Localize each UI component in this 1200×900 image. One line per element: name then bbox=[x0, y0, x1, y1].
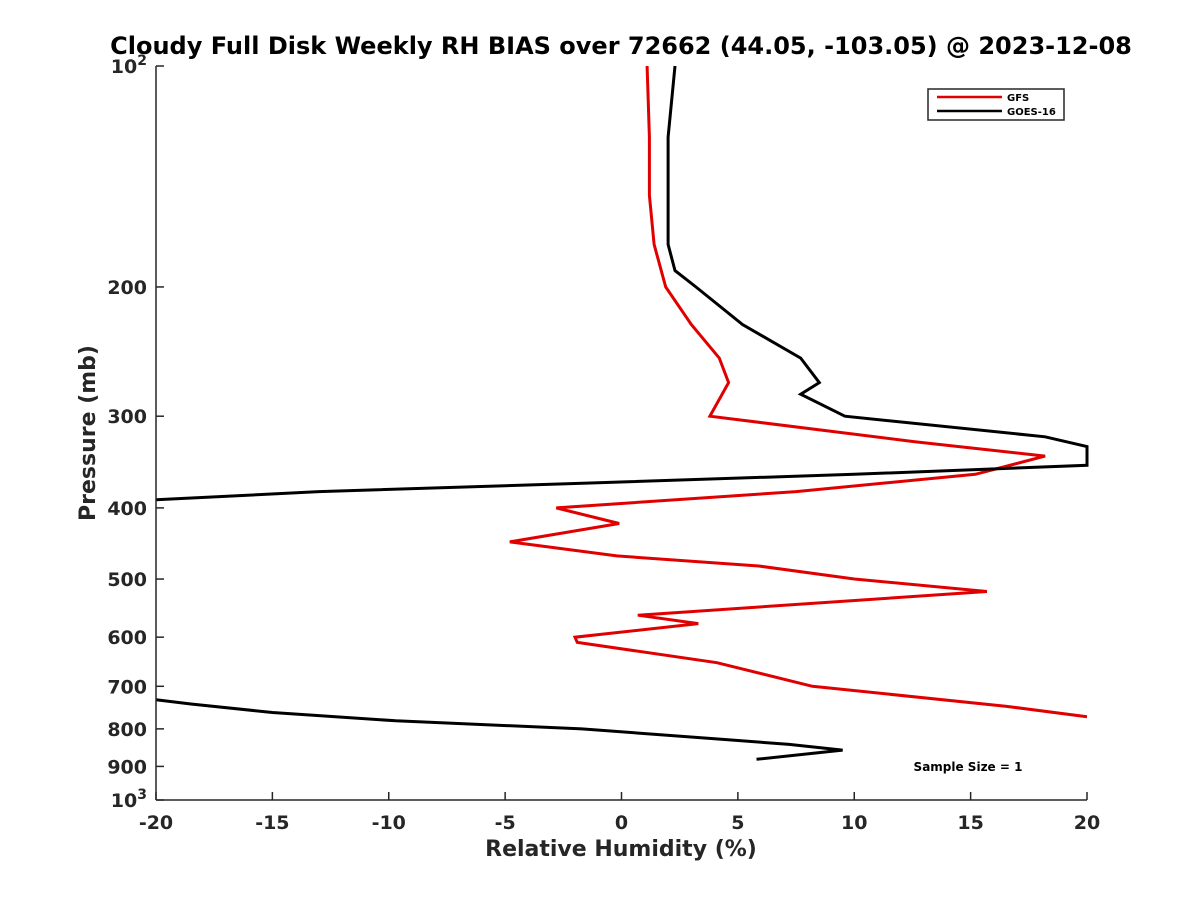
x-tick-label: -15 bbox=[255, 812, 289, 834]
x-tick-label: 0 bbox=[615, 812, 628, 834]
y-tick-label: 200 bbox=[107, 277, 147, 299]
x-tick-label: 5 bbox=[731, 812, 744, 834]
y-tick-label: 600 bbox=[107, 627, 147, 649]
chart-title: Cloudy Full Disk Weekly RH BIAS over 726… bbox=[110, 32, 1132, 60]
series-layer bbox=[155, 65, 1089, 761]
x-tick-label: 20 bbox=[1074, 812, 1100, 834]
plot-area: -20 -15 -10 -5 0 5 10 15 20 102 200 300 400 500 600 70… bbox=[107, 53, 1100, 834]
y-axis-label: Pressure (mb) bbox=[76, 345, 101, 521]
x-ticks: -20 -15 -10 -5 0 5 10 15 20 bbox=[139, 792, 1100, 834]
series-line-gfs bbox=[509, 65, 1088, 719]
y-tick-label: 103 bbox=[111, 787, 147, 812]
y-tick-label: 800 bbox=[107, 719, 147, 741]
legend-box bbox=[927, 88, 1065, 121]
y-tick-label: 102 bbox=[111, 53, 147, 78]
y-ticks: 102 200 300 400 500 600 700 800 900 103 bbox=[107, 53, 164, 812]
x-tick-label: -5 bbox=[495, 812, 516, 834]
series-line-goes-16 bbox=[155, 65, 1089, 502]
series-line-goes16-lower bbox=[155, 698, 843, 761]
y-tick-label: 700 bbox=[107, 676, 147, 698]
y-tick-label: 300 bbox=[107, 406, 147, 428]
sample-size-annotation: Sample Size = 1 bbox=[914, 760, 1023, 774]
y-tick-label: 400 bbox=[107, 498, 147, 520]
legend: GFS GOES-16 bbox=[927, 88, 1065, 121]
x-tick-label: 10 bbox=[841, 812, 867, 834]
x-tick-label: -20 bbox=[139, 812, 173, 834]
y-tick-label: 500 bbox=[107, 569, 147, 591]
x-tick-label: -10 bbox=[372, 812, 406, 834]
x-tick-label: 15 bbox=[957, 812, 983, 834]
legend-label-gfs: GFS bbox=[1007, 93, 1029, 104]
legend-label-goes16: GOES-16 bbox=[1007, 107, 1056, 118]
x-axis-label: Relative Humidity (%) bbox=[485, 837, 757, 862]
y-tick-label: 900 bbox=[107, 756, 147, 778]
